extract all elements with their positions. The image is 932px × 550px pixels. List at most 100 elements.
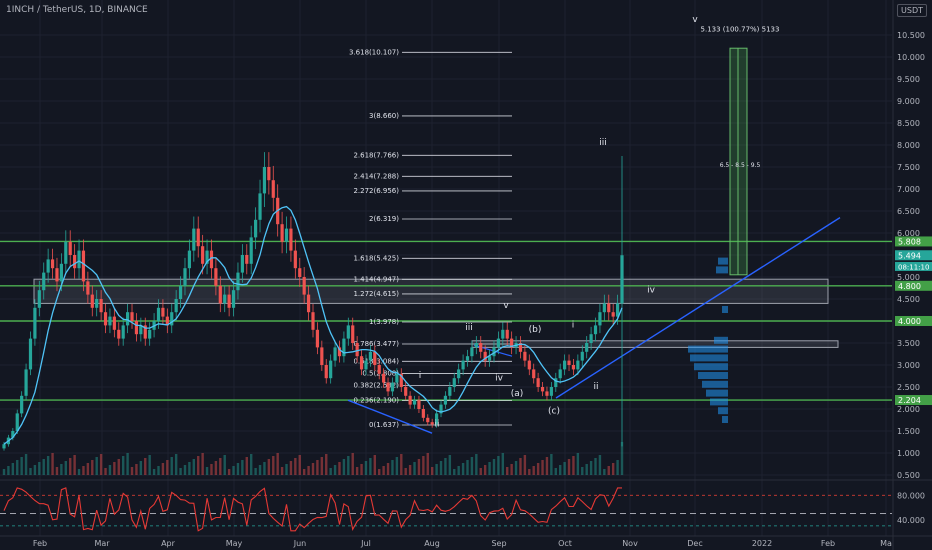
trend-line xyxy=(347,399,433,434)
candle-body xyxy=(527,360,531,370)
volume-bar xyxy=(55,467,59,475)
volume-bar xyxy=(144,458,147,475)
volume-bar xyxy=(117,459,120,475)
volume-bars xyxy=(2,442,624,475)
x-tick-label: Feb xyxy=(33,539,47,548)
price-label-box xyxy=(895,280,932,291)
candle-body xyxy=(496,338,500,348)
candle-body xyxy=(192,228,196,251)
y-tick-label: 10.000 xyxy=(897,53,925,62)
y-tick-label: 7.000 xyxy=(897,185,920,194)
y-tick-label: 2.000 xyxy=(897,405,920,414)
volume-bar xyxy=(7,466,10,475)
chart-title: 1INCH / TetherUS, 1D, BINANCE xyxy=(6,5,148,15)
candle-body xyxy=(205,250,209,264)
candle-body xyxy=(95,299,99,308)
volume-bar xyxy=(466,460,469,475)
volume-bar xyxy=(501,453,505,475)
volume-bar xyxy=(64,461,67,475)
candle-body xyxy=(174,299,178,313)
volume-bar xyxy=(272,456,275,475)
candle-body xyxy=(262,167,267,194)
candle-body xyxy=(64,241,68,264)
volume-bar xyxy=(439,461,443,475)
volume-bar xyxy=(46,456,50,475)
volume-bar xyxy=(532,466,535,475)
price-label-text: 4.000 xyxy=(898,317,921,326)
candle-body xyxy=(470,347,474,357)
candle-body xyxy=(620,255,624,304)
candle-body xyxy=(359,356,364,370)
candle-body xyxy=(492,347,496,357)
volume-bar xyxy=(60,464,63,475)
volume-bar xyxy=(38,462,41,475)
candle-body xyxy=(280,224,284,242)
candle-body xyxy=(501,329,505,339)
candle-body xyxy=(302,277,306,295)
volume-bar xyxy=(395,457,399,475)
y-tick-label: 9.500 xyxy=(897,75,920,84)
volume-bar xyxy=(302,469,306,475)
volume-bar xyxy=(461,463,465,475)
price-label-text: 5.494 xyxy=(898,251,921,260)
candle-body xyxy=(37,290,41,308)
volume-bar xyxy=(448,455,452,475)
y-axis[interactable]: 10.500 10.000 9.500 9.000 8.500 8.000 7.500 7.0… xyxy=(897,31,925,480)
candle-body xyxy=(289,228,293,251)
candle-body xyxy=(598,312,602,326)
candle-body xyxy=(545,391,549,396)
candle-body xyxy=(311,312,315,330)
candle-body xyxy=(320,347,324,365)
volume-bar xyxy=(378,469,381,475)
volume-bar xyxy=(528,469,531,475)
volume-bar xyxy=(82,466,85,475)
candle-body xyxy=(46,259,50,273)
wave-label: v xyxy=(692,15,698,25)
volume-bar xyxy=(607,466,610,475)
oscillator-pane: 80.000 40.000 xyxy=(0,487,925,532)
volume-bar xyxy=(536,463,540,475)
candle-body xyxy=(390,382,395,392)
price-label-box xyxy=(895,250,932,261)
volume-bar xyxy=(355,467,359,475)
volume-bar xyxy=(245,457,248,475)
candle-body xyxy=(399,373,403,387)
volume-bar xyxy=(294,458,297,475)
volume-bar xyxy=(382,466,385,475)
volume-bar xyxy=(2,469,6,475)
y-tick-label: 5.000 xyxy=(897,273,920,282)
candle-body xyxy=(549,387,553,396)
candle-body xyxy=(452,378,456,387)
candle-body xyxy=(223,294,227,304)
candle-body xyxy=(439,404,443,414)
candle-body xyxy=(395,373,399,383)
candle-body xyxy=(284,228,289,242)
volume-bar xyxy=(311,463,315,475)
fib-label: 1.272(4.615) xyxy=(353,290,399,298)
x-axis[interactable]: Feb Mar Apr May Jun Jul Aug Sep Oct Nov Dec 2022 Feb… xyxy=(33,539,892,548)
candle-body xyxy=(355,343,359,357)
price-label-text: 2.204 xyxy=(898,396,921,405)
candle-body xyxy=(271,180,275,198)
candle-body xyxy=(293,250,297,269)
candle-body xyxy=(558,369,562,379)
volume-bar xyxy=(192,459,196,475)
y-tick-label: 9.000 xyxy=(897,97,920,106)
candle-body xyxy=(81,250,86,282)
candle-body xyxy=(254,219,258,238)
candle-body xyxy=(156,307,161,321)
candle-body xyxy=(267,167,271,181)
candle-body xyxy=(187,250,191,269)
candle-body xyxy=(589,334,593,343)
volume-bar xyxy=(42,459,45,475)
volume-bar xyxy=(329,468,332,475)
volume-profile-bar xyxy=(706,389,728,397)
volume-profile-bar xyxy=(718,257,728,265)
price-label-box xyxy=(895,395,932,406)
volume-bar xyxy=(135,464,138,475)
candle-body xyxy=(130,312,134,321)
currency-button[interactable]: USDT xyxy=(897,4,927,17)
candle-body xyxy=(103,312,108,326)
